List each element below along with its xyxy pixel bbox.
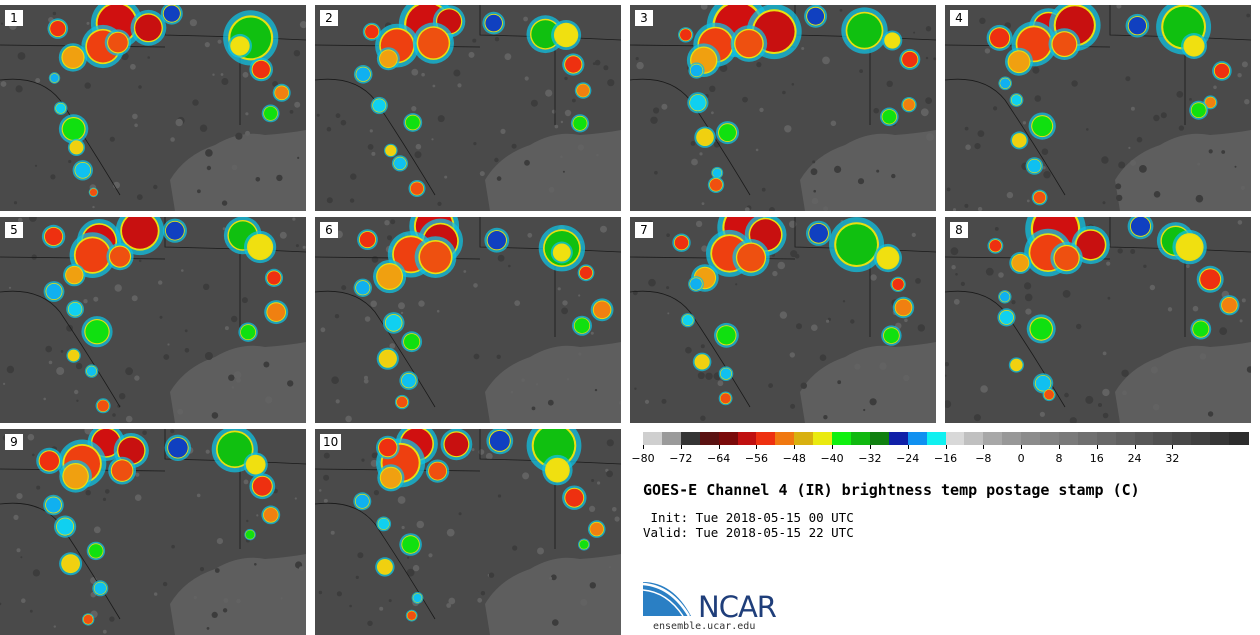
ensemble-panel-4: 4	[945, 5, 1251, 211]
ncar-logo-text: NCAR	[698, 590, 777, 624]
colorbar-tick-label: 24	[1127, 452, 1142, 465]
valid-time: Valid: Tue 2018-05-15 22 UTC	[643, 525, 854, 540]
panel-label: 5	[5, 222, 23, 238]
colorbar-segment	[1058, 432, 1079, 445]
colorbar-segment	[1002, 432, 1022, 445]
satellite-map	[315, 217, 621, 423]
colorbar-segment	[1134, 432, 1154, 445]
satellite-map	[630, 217, 936, 423]
colorbar-segment	[850, 432, 871, 445]
ensemble-panel-1: 1	[0, 5, 306, 211]
colorbar-tick-label: −16	[933, 452, 958, 465]
colorbar-segment	[813, 432, 833, 445]
colorbar-tick-label: 16	[1089, 452, 1104, 465]
panel-label: 10	[320, 434, 342, 450]
colorbar-segment	[983, 432, 1003, 445]
colorbar-segment	[775, 432, 795, 445]
panel-label: 3	[635, 10, 653, 26]
satellite-map	[0, 5, 306, 211]
panel-label: 2	[320, 10, 338, 26]
colorbar-tickmark	[718, 445, 720, 449]
ensemble-panel-3: 3	[630, 5, 936, 211]
colorbar-tick-label: −80	[631, 452, 655, 465]
colorbar-segment	[1191, 432, 1211, 445]
ensemble-panel-10: 10	[315, 429, 621, 635]
colorbar-segment	[794, 432, 814, 445]
colorbar-tick-label: −72	[669, 452, 693, 465]
colorbar-segment	[926, 432, 946, 445]
colorbar-segment	[907, 432, 928, 445]
colorbar-tickmark	[1134, 445, 1136, 449]
colorbar-segment	[1115, 432, 1136, 445]
colorbar-segment	[718, 432, 739, 445]
panel-label: 9	[5, 434, 23, 450]
ensemble-panel-6: 6	[315, 217, 621, 423]
ensemble-panel-5: 5	[0, 217, 306, 423]
colorbar-tick-label: 0	[1017, 452, 1025, 465]
colorbar-segment	[888, 432, 909, 445]
satellite-map	[0, 429, 306, 635]
ensemble-panel-7: 7	[630, 217, 936, 423]
init-time: Init: Tue 2018-05-15 00 UTC	[643, 510, 854, 525]
colorbar-tickmark	[643, 445, 644, 449]
colorbar-tick-label: 8	[1055, 452, 1063, 465]
ncar-logo-icon	[643, 582, 691, 617]
colorbar-segment	[1021, 432, 1041, 445]
colorbar-segment	[869, 432, 890, 445]
colorbar-segment	[1229, 432, 1249, 445]
colorbar-segment	[756, 432, 776, 445]
satellite-map	[630, 5, 936, 211]
colorbar-tickmark	[756, 445, 758, 449]
colorbar-tick-label: −8	[975, 452, 992, 465]
panel-label: 1	[5, 10, 23, 26]
colorbar-segment	[964, 432, 984, 445]
ensemble-panel-9: 9	[0, 429, 306, 635]
chart-title: GOES-E Channel 4 (IR) brightness temp po…	[643, 481, 1140, 499]
colorbar-segment	[661, 432, 682, 445]
colorbar-segment	[1040, 432, 1060, 445]
colorbar-tick-label: −24	[896, 452, 920, 465]
satellite-map	[0, 217, 306, 423]
colorbar-segment	[945, 432, 965, 445]
colorbar-segment	[1172, 432, 1192, 445]
colorbar-tickmark	[1172, 445, 1174, 449]
colorbar-segment	[832, 432, 852, 445]
colorbar-segment	[1210, 432, 1230, 445]
colorbar-segment	[699, 432, 720, 445]
colorbar-tickmark	[794, 445, 796, 449]
colorbar-tick-label: 32	[1165, 452, 1180, 465]
colorbar-tickmark	[907, 445, 909, 449]
satellite-map	[945, 5, 1251, 211]
colorbar-segment	[680, 432, 701, 445]
panel-label: 8	[950, 222, 968, 238]
temperature-colorbar	[643, 432, 1249, 445]
satellite-map	[315, 429, 621, 635]
satellite-map	[315, 5, 621, 211]
colorbar-tick-label: −56	[744, 452, 769, 465]
colorbar-tickmark	[832, 445, 834, 449]
ensemble-panel-8: 8	[945, 217, 1251, 423]
panel-label: 7	[635, 222, 653, 238]
colorbar-tick-label: −48	[782, 452, 806, 465]
colorbar-tickmark	[680, 445, 682, 449]
colorbar-segment	[1096, 432, 1117, 445]
colorbar-tickmark	[1021, 445, 1023, 449]
colorbar-tick-label: −32	[858, 452, 882, 465]
colorbar-segment	[1077, 432, 1098, 445]
ensemble-panel-2: 2	[315, 5, 621, 211]
colorbar-segment	[643, 432, 663, 445]
colorbar-tick-label: −40	[820, 452, 844, 465]
colorbar-tickmark	[869, 445, 871, 449]
site-url: ensemble.ucar.edu	[653, 621, 756, 632]
colorbar-tick-label: −64	[707, 452, 731, 465]
colorbar-tickmark	[1096, 445, 1098, 449]
satellite-map	[945, 217, 1251, 423]
panel-label: 6	[320, 222, 338, 238]
colorbar-tickmark	[983, 445, 985, 449]
colorbar-tickmark	[945, 445, 947, 449]
panel-label: 4	[950, 10, 968, 26]
colorbar-segment	[737, 432, 757, 445]
colorbar-tickmark	[1058, 445, 1060, 449]
colorbar-segment	[1153, 432, 1173, 445]
